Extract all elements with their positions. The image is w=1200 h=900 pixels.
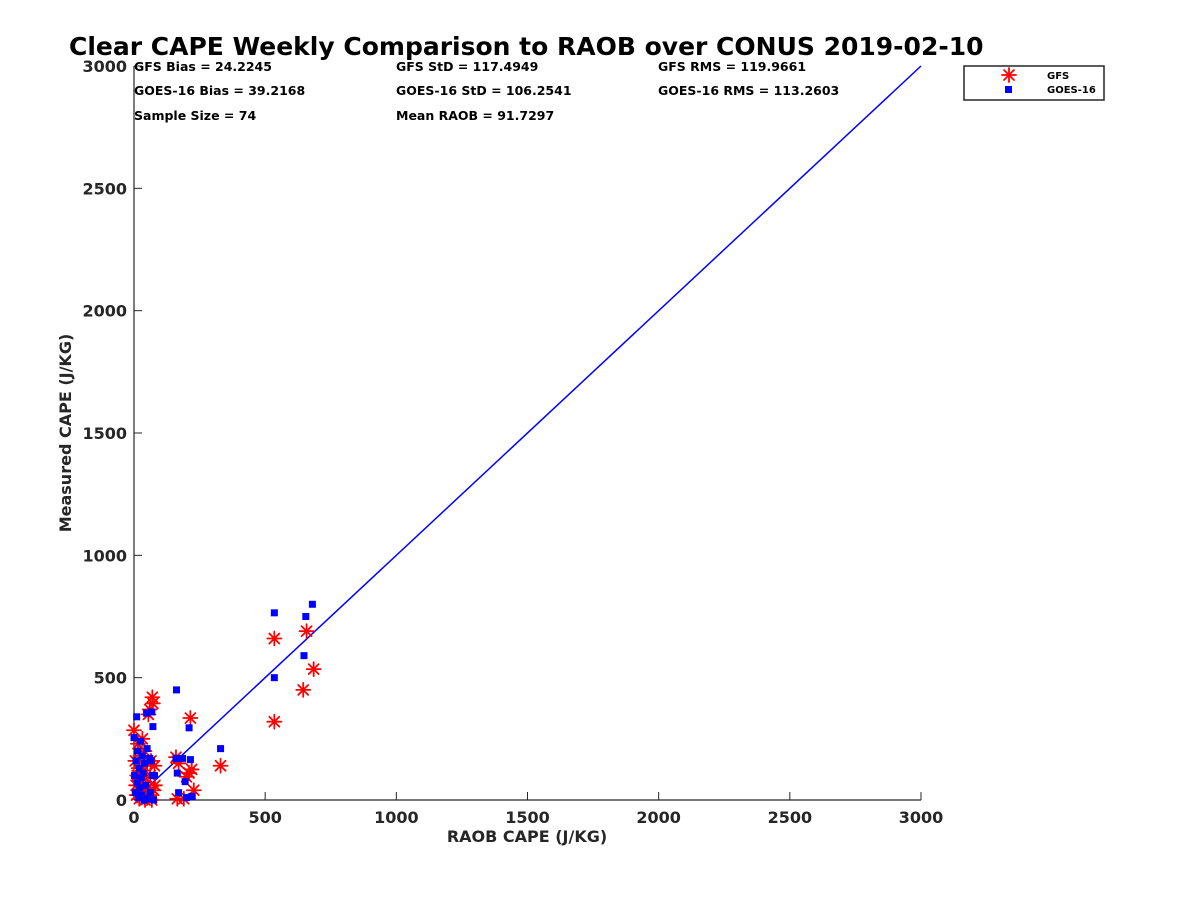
goes16-point xyxy=(217,745,225,753)
goes16-point xyxy=(131,772,139,780)
axis-ticks: 0 500 1000 1500 2000 2500 3000 0 500 1000 1500 2000… xyxy=(82,57,943,827)
goes16-point xyxy=(140,796,148,804)
goes16-point xyxy=(300,652,308,660)
x-tick-label: 500 xyxy=(248,808,281,827)
gfs-point xyxy=(183,761,200,778)
x-tick-label: 3000 xyxy=(899,808,944,827)
goes16-point xyxy=(130,734,138,742)
goes16-point xyxy=(139,769,147,777)
legend: GFS GOES-16 xyxy=(963,65,1105,101)
legend-box xyxy=(963,65,1105,101)
legend-label-goes16: GOES-16 xyxy=(1047,85,1096,96)
x-tick-label: 2500 xyxy=(768,808,813,827)
chart-title: Clear CAPE Weekly Comparison to RAOB ove… xyxy=(69,32,984,61)
gfs-point xyxy=(305,661,322,678)
goes16-point xyxy=(181,778,189,786)
goes-rms-stat: GOES-16 RMS = 113.2603 xyxy=(658,83,839,98)
goes16-point xyxy=(136,784,144,792)
y-tick-label: 3000 xyxy=(82,57,127,76)
x-axis-label: RAOB CAPE (J/KG) xyxy=(447,827,607,846)
goes16-point xyxy=(150,772,158,780)
gfs-point xyxy=(298,623,315,640)
goes16-point xyxy=(179,754,187,762)
goes16-point xyxy=(138,791,146,799)
goes16-point xyxy=(172,686,180,694)
y-tick-label: 500 xyxy=(94,669,127,688)
goes16-point xyxy=(302,613,310,620)
goes16-point xyxy=(133,779,141,787)
goes16-point xyxy=(143,709,151,717)
goes16-point xyxy=(142,781,150,789)
goes16-point xyxy=(137,774,145,782)
goes-std-stat: GOES-16 StD = 106.2541 xyxy=(396,83,572,98)
legend-label-gfs: GFS xyxy=(1047,71,1069,82)
y-tick-label: 0 xyxy=(116,791,127,810)
x-tick-label: 1000 xyxy=(374,808,419,827)
goes16-point xyxy=(143,745,151,753)
goes16-point xyxy=(188,792,196,800)
one-to-one-line xyxy=(133,65,922,801)
goes16-point xyxy=(131,789,139,797)
gfs-point xyxy=(182,710,199,726)
gfs-point xyxy=(212,757,229,774)
x-tick-label: 2000 xyxy=(636,808,681,827)
gfs-rms-stat: GFS RMS = 119.9661 xyxy=(658,59,806,74)
goes16-point xyxy=(150,796,158,804)
goes16-point xyxy=(134,747,142,755)
stats-block: GFS Bias = 24.2245 GFS StD = 117.4949 GF… xyxy=(134,59,839,123)
goes16-point xyxy=(135,764,143,772)
goes16-point xyxy=(147,757,155,765)
square-marker-icon xyxy=(1005,86,1012,93)
goes16-point xyxy=(185,724,193,732)
goes16-point xyxy=(175,789,183,797)
asterisk-marker-icon xyxy=(1001,67,1017,83)
goes16-point xyxy=(132,757,140,765)
y-tick-label: 2000 xyxy=(82,302,127,321)
goes16-point xyxy=(140,759,148,767)
gfs-point xyxy=(147,777,163,794)
goes16-point xyxy=(137,737,145,745)
goes16-point xyxy=(144,795,152,803)
gfs-bias-stat: GFS Bias = 24.2245 xyxy=(134,59,272,74)
x-tick-label: 1500 xyxy=(505,808,550,827)
goes16-point xyxy=(149,723,157,731)
x-tick-label: 0 xyxy=(128,808,139,827)
goes16-point xyxy=(270,609,278,617)
goes16-point xyxy=(138,752,146,760)
goes-bias-stat: GOES-16 Bias = 39.2168 xyxy=(134,83,305,98)
mean-raob-stat: Mean RAOB = 91.7297 xyxy=(396,108,554,123)
goes16-point xyxy=(182,794,190,802)
y-axis-label: Measured CAPE (J/KG) xyxy=(56,334,75,533)
gfs-std-stat: GFS StD = 117.4949 xyxy=(396,59,538,74)
goes16-point xyxy=(172,754,180,762)
goes16-point xyxy=(173,769,181,777)
goes16-point xyxy=(148,708,156,716)
data-points xyxy=(126,600,322,808)
goes16-point xyxy=(186,756,194,764)
goes16-point xyxy=(308,600,316,608)
goes16-point xyxy=(270,674,278,682)
gfs-point xyxy=(266,630,283,647)
y-tick-label: 1000 xyxy=(82,546,127,565)
goes16-point xyxy=(146,789,154,797)
sample-size-stat: Sample Size = 74 xyxy=(134,108,256,123)
y-tick-label: 1500 xyxy=(82,424,127,443)
goes16-point xyxy=(133,713,141,721)
gfs-point xyxy=(295,682,312,698)
y-tick-label: 2500 xyxy=(82,179,127,198)
gfs-point xyxy=(144,695,161,712)
gfs-point xyxy=(266,713,283,730)
